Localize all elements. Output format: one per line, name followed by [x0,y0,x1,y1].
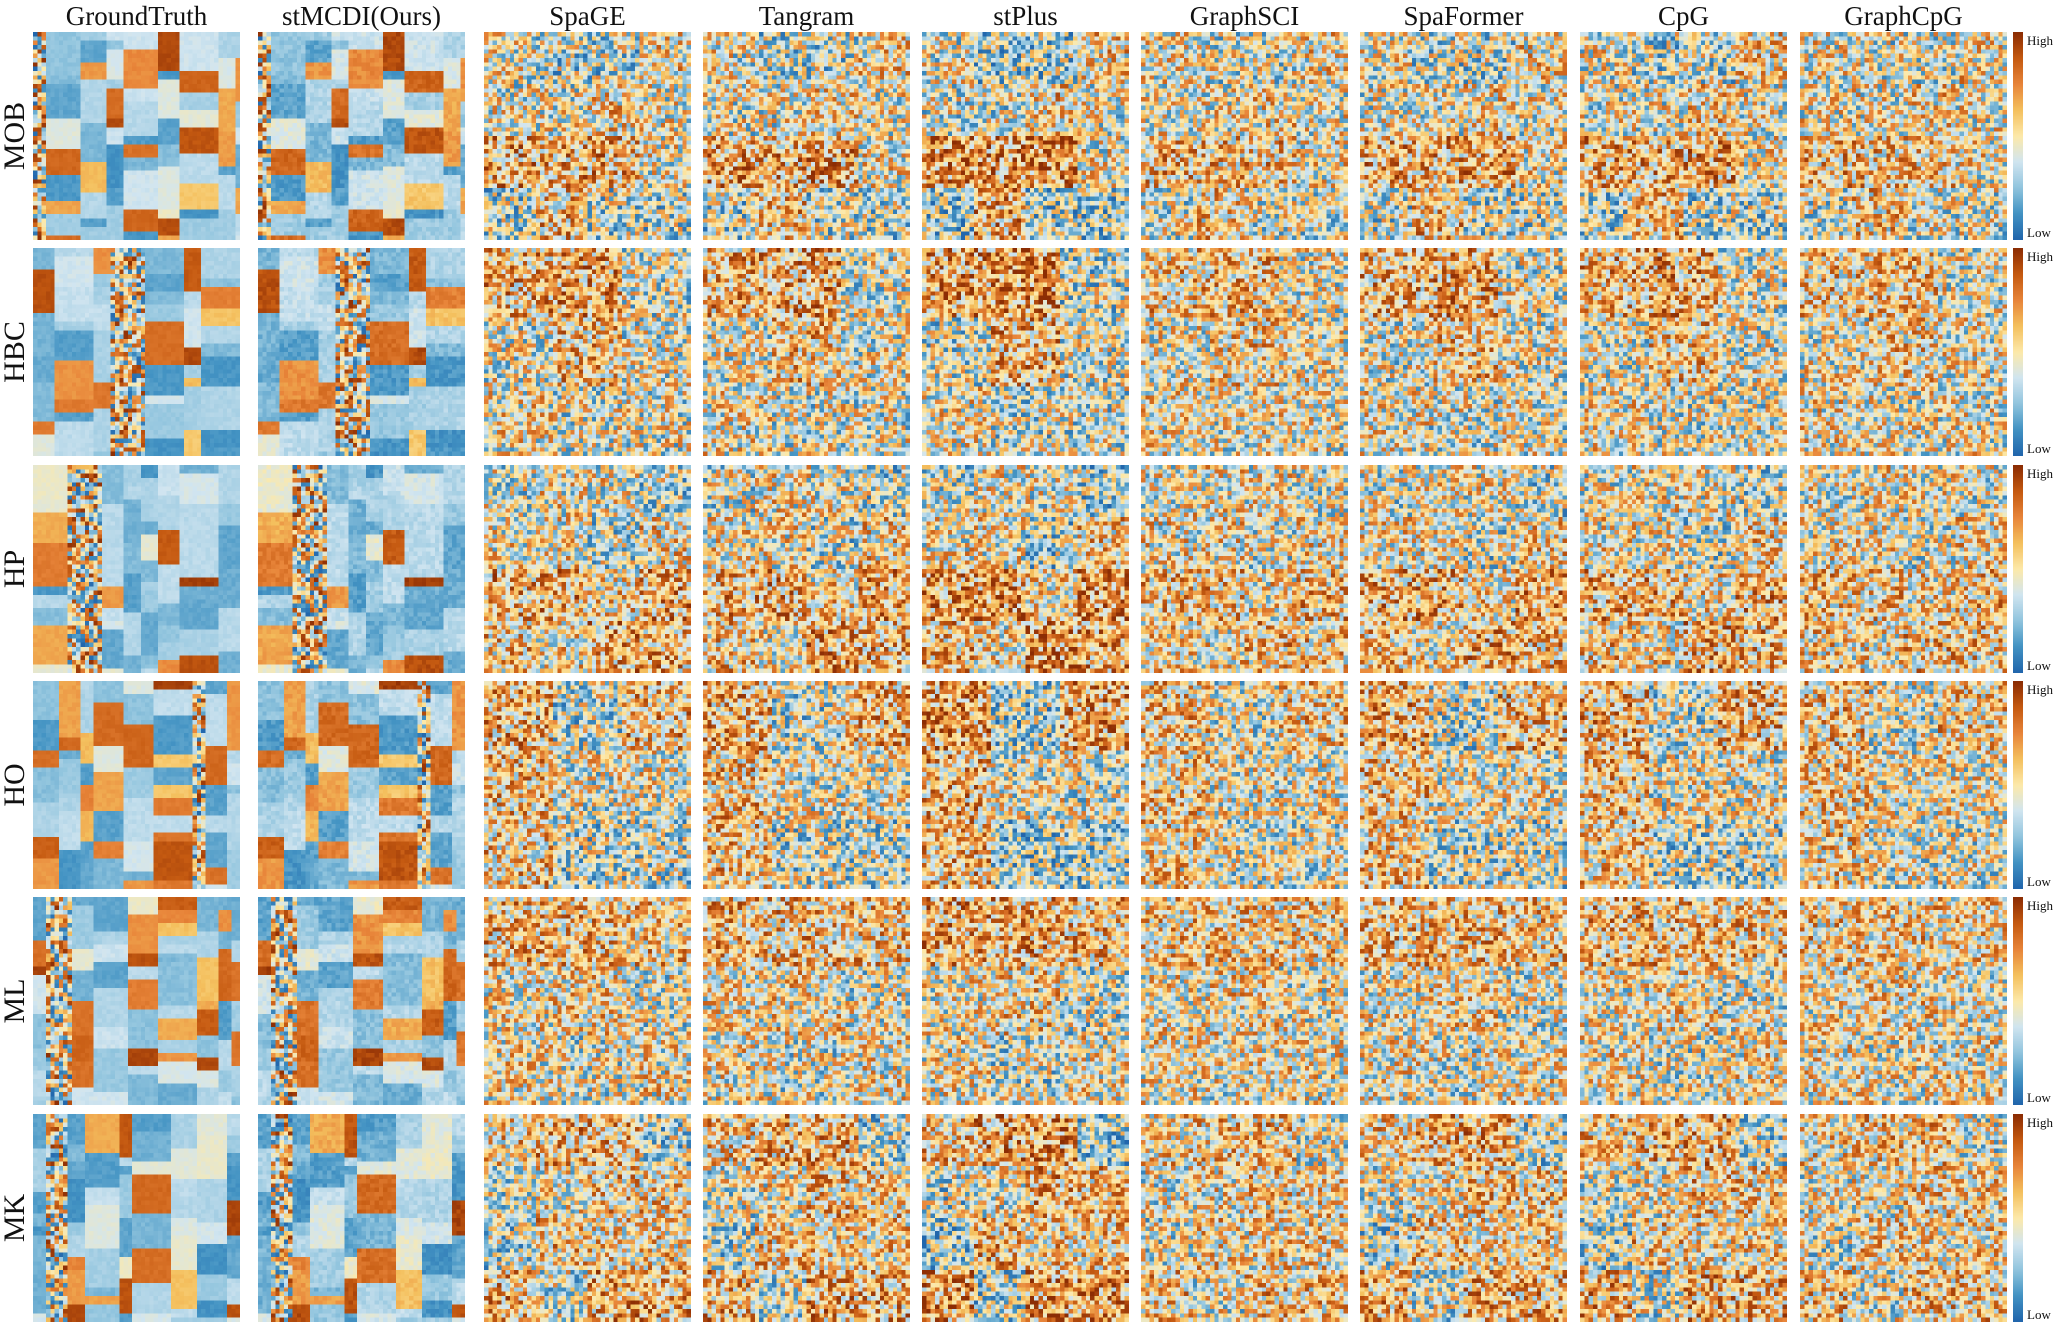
heatmap-panel [922,681,1129,889]
colorbar [2013,897,2023,1105]
heatmap-panel [258,1114,465,1322]
colorbar-low-label: Low [2027,1307,2051,1322]
heatmap-panel [1580,248,1787,456]
row-label: HBC [0,321,31,383]
heatmap-panel [922,1114,1129,1322]
colorbar-high-label: High [2027,898,2053,913]
colorbar-high-label: High [2027,33,2053,48]
heatmap-panel [258,681,465,889]
heatmap-panel [1800,897,2007,1105]
colorbar [2013,681,2023,889]
column-title: GraphCpG [1844,1,1963,31]
heatmap-panel [922,465,1129,673]
column-title: CpG [1657,1,1709,31]
heatmap-panel [1800,681,2007,889]
colorbar [2013,32,2023,240]
colorbar [2013,248,2023,456]
heatmap-panel [1800,248,2007,456]
colorbar-low-label: Low [2027,441,2051,456]
heatmap-panel [484,248,691,456]
heatmap-panel [922,248,1129,456]
column-title: SpaFormer [1403,1,1524,31]
heatmap-panel [484,897,691,1105]
colorbar-low-label: Low [2027,225,2051,240]
heatmap-panel [258,248,465,456]
heatmap-panel [703,248,910,456]
column-title: stMCDI(Ours) [282,1,441,31]
colorbar [2013,465,2023,673]
heatmap-panel [1141,897,1348,1105]
heatmap-panel [33,32,240,240]
heatmap-panel [484,681,691,889]
column-title: GraphSCI [1189,1,1300,31]
heatmap-panel [484,465,691,673]
heatmap-panel [258,32,465,240]
column-title: Tangram [758,1,855,31]
heatmap-panel [1800,1114,2007,1322]
row-label: ML [0,978,31,1024]
heatmap-panel [1360,897,1567,1105]
row-label: HO [0,763,31,807]
heatmap-panel [484,32,691,240]
heatmap-panel [1141,681,1348,889]
heatmap-panel [1580,32,1787,240]
heatmap-panel [1360,32,1567,240]
colorbar-high-label: High [2027,466,2053,481]
heatmap-panel [703,32,910,240]
heatmap-panel [703,1114,910,1322]
heatmap-panel [33,1114,240,1322]
colorbar-low-label: Low [2027,874,2051,889]
heatmap-panel [1141,248,1348,456]
heatmap-panel [1580,1114,1787,1322]
heatmap-panel [1800,32,2007,240]
column-title: stPlus [993,1,1058,31]
heatmap-panel [1360,465,1567,673]
colorbar-high-label: High [2027,682,2053,697]
heatmap-panel [33,465,240,673]
heatmap-panel [484,1114,691,1322]
heatmap-panel [703,465,910,673]
heatmap-panel [922,897,1129,1105]
colorbar [2013,1114,2023,1322]
heatmap-panel [1580,681,1787,889]
heatmap-panel [258,465,465,673]
heatmap-panel [33,681,240,889]
heatmap-panel [1360,681,1567,889]
colorbar-low-label: Low [2027,658,2051,673]
heatmap-panel [258,897,465,1105]
row-label: MOB [0,101,31,171]
heatmap-panel [33,897,240,1105]
heatmap-panel [703,681,910,889]
heatmap-panel [703,897,910,1105]
heatmap-panel [1580,465,1787,673]
colorbar-low-label: Low [2027,1090,2051,1105]
column-title: GroundTruth [65,1,208,31]
heatmap-panel [33,248,240,456]
heatmap-panel [1141,1114,1348,1322]
heatmap-panel [922,32,1129,240]
heatmap-panel [1141,465,1348,673]
colorbar-high-label: High [2027,249,2053,264]
heatmap-panel [1800,465,2007,673]
column-title: SpaGE [549,1,626,31]
heatmap-panel [1580,897,1787,1105]
row-label: MK [0,1193,31,1243]
row-label: HP [0,549,31,589]
heatmap-panel [1360,1114,1567,1322]
heatmap-panel [1360,248,1567,456]
colorbar-high-label: High [2027,1115,2053,1130]
heatmap-panel [1141,32,1348,240]
